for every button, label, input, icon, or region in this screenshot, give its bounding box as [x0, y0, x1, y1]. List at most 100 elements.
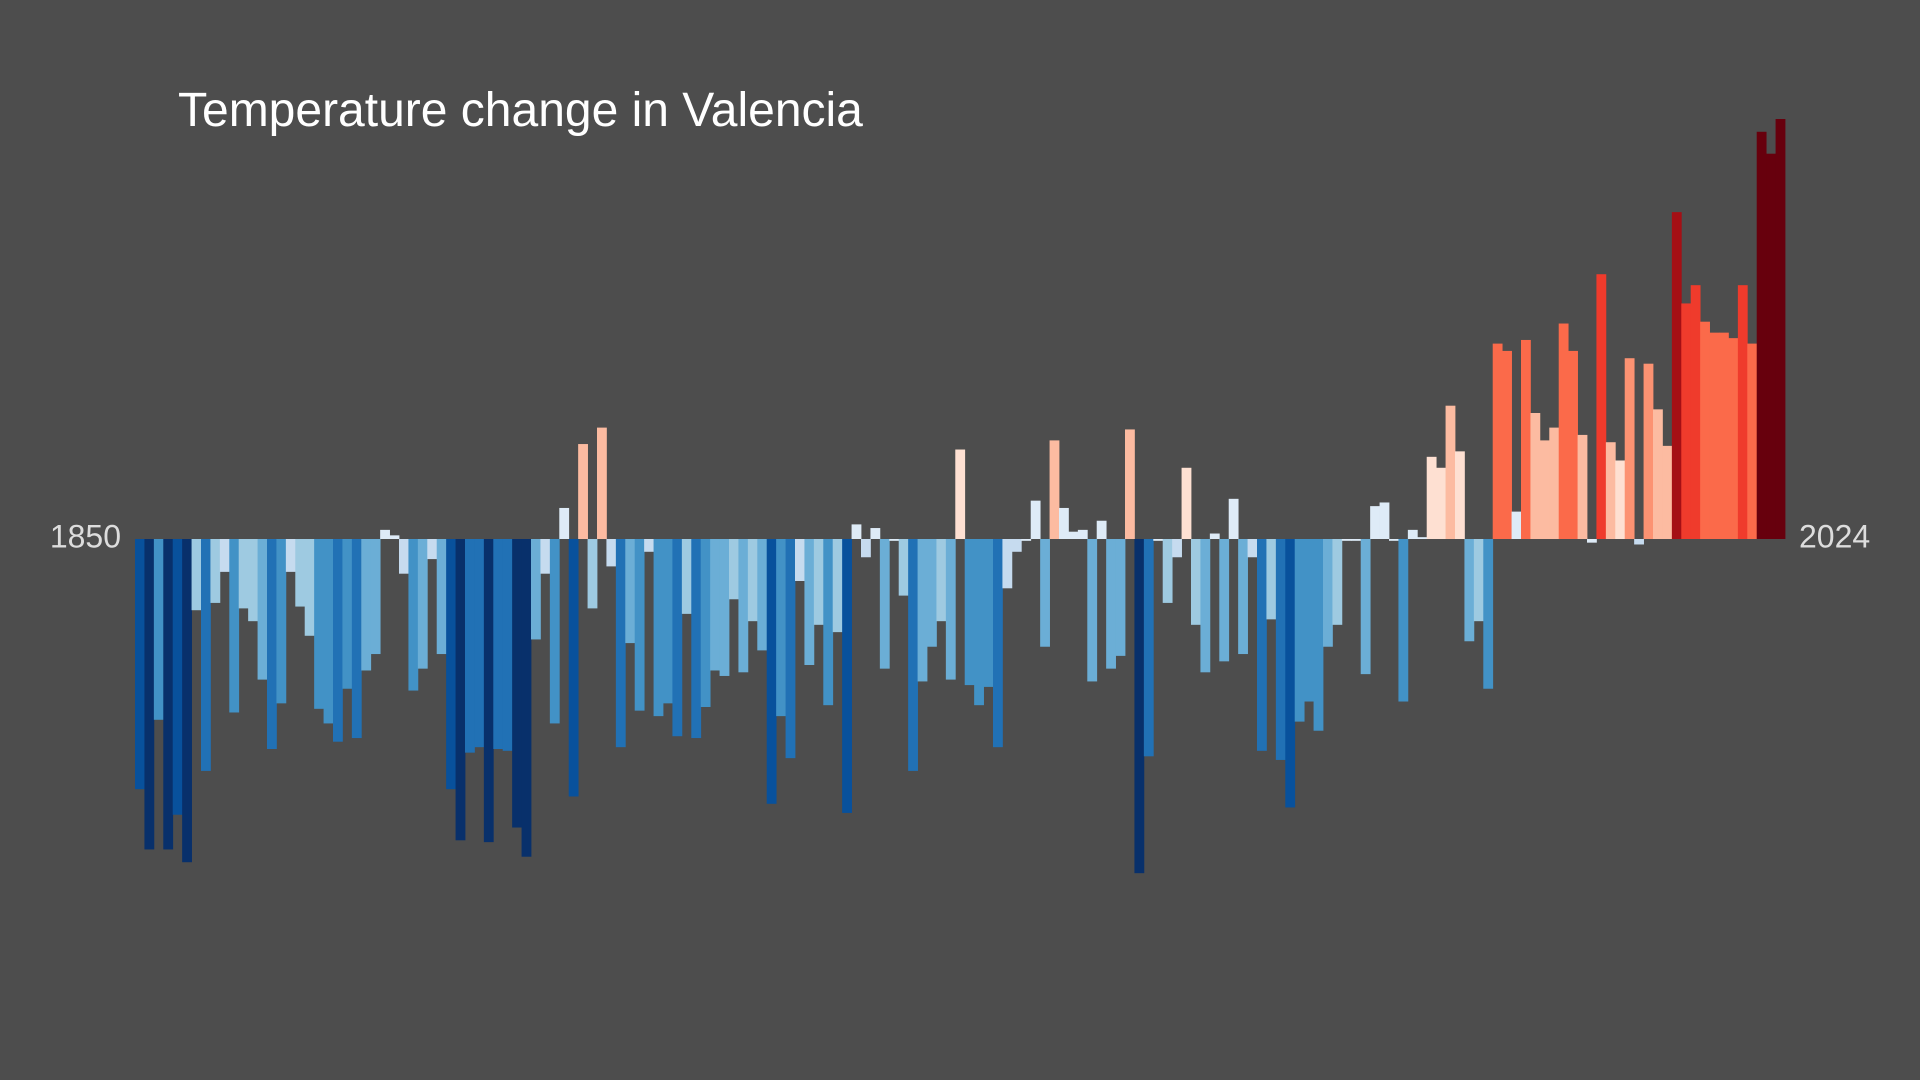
- bar: [1737, 285, 1748, 539]
- bar: [135, 539, 145, 790]
- bar: [1464, 539, 1475, 642]
- bar: [1558, 323, 1569, 539]
- bar: [615, 539, 626, 748]
- bar: [625, 539, 636, 644]
- bar: [729, 539, 739, 600]
- bar: [1238, 539, 1248, 655]
- bar: [1417, 537, 1428, 539]
- bar: [832, 539, 843, 633]
- bar: [1360, 539, 1371, 675]
- bar: [936, 539, 947, 622]
- bar: [163, 539, 174, 850]
- bar: [644, 539, 654, 552]
- bar: [1143, 539, 1154, 757]
- bar: [955, 449, 966, 539]
- bar: [1473, 539, 1484, 622]
- bar: [597, 427, 607, 539]
- bar: [248, 539, 258, 622]
- bar: [191, 539, 202, 611]
- bar: [427, 539, 438, 560]
- bar: [1445, 405, 1456, 539]
- bar: [1728, 338, 1739, 539]
- bar: [1643, 363, 1654, 539]
- bar: [927, 539, 937, 647]
- bar: [1294, 539, 1305, 722]
- bar: [879, 539, 890, 669]
- bar: [634, 539, 645, 711]
- bar: [691, 539, 702, 739]
- bar: [945, 539, 956, 680]
- bar: [842, 539, 852, 813]
- bar: [1671, 212, 1682, 539]
- bar: [342, 539, 353, 689]
- bar: [408, 539, 419, 691]
- bar: [257, 539, 268, 680]
- bar: [540, 539, 551, 574]
- bar: [757, 539, 768, 651]
- bar: [606, 539, 617, 567]
- bar: [1209, 533, 1220, 539]
- bar: [323, 539, 334, 724]
- bar: [172, 539, 183, 815]
- bar: [747, 539, 758, 622]
- x-tick-label: 2024: [1799, 518, 1870, 554]
- bar: [663, 539, 673, 704]
- bar: [1077, 529, 1088, 539]
- bar: [1228, 498, 1239, 539]
- bar: [1021, 539, 1032, 541]
- bar: [851, 524, 862, 539]
- bar: [1775, 119, 1786, 539]
- bar: [1492, 343, 1503, 539]
- bar: [1200, 539, 1211, 673]
- bar: [1709, 332, 1720, 539]
- bar: [1615, 460, 1626, 539]
- bar: [766, 539, 777, 804]
- bar: [502, 539, 513, 751]
- bar: [804, 539, 815, 665]
- bar: [1181, 467, 1192, 539]
- bar: [1266, 539, 1277, 620]
- bar: [1747, 343, 1758, 539]
- bar: [1398, 539, 1409, 702]
- bar: [1483, 539, 1494, 689]
- bar: [1539, 440, 1550, 539]
- bar: [1662, 445, 1673, 539]
- bar: [1219, 539, 1230, 662]
- bar: [1134, 539, 1145, 874]
- bar: [974, 539, 984, 706]
- bar: [1407, 529, 1418, 539]
- bar: [1681, 303, 1692, 539]
- bar: [493, 539, 504, 749]
- bar: [399, 539, 409, 574]
- bar: [993, 539, 1003, 748]
- bar: [465, 539, 475, 753]
- bar: [229, 539, 240, 713]
- bar: [1455, 451, 1465, 539]
- bar: [672, 539, 683, 737]
- bar: [1153, 539, 1164, 541]
- bar: [521, 539, 532, 857]
- bar: [304, 539, 315, 636]
- bar: [285, 539, 296, 572]
- bar: [1304, 539, 1314, 702]
- bar: [1511, 511, 1522, 539]
- bar: [380, 529, 390, 539]
- bar: [267, 539, 277, 749]
- bar: [1002, 539, 1013, 589]
- bar: [785, 539, 796, 759]
- bar: [1521, 339, 1531, 539]
- chart-title: Temperature change in Valencia: [178, 84, 863, 137]
- bar: [1653, 409, 1663, 539]
- bar: [1700, 321, 1710, 539]
- bar: [1426, 456, 1437, 539]
- bar: [474, 539, 485, 748]
- bar: [1690, 285, 1701, 539]
- bar: [1530, 413, 1541, 539]
- bar: [776, 539, 786, 717]
- bar: [1323, 539, 1333, 647]
- bar: [455, 539, 466, 841]
- bar: [1502, 350, 1512, 539]
- bar: [1624, 358, 1635, 539]
- bar: [587, 539, 598, 609]
